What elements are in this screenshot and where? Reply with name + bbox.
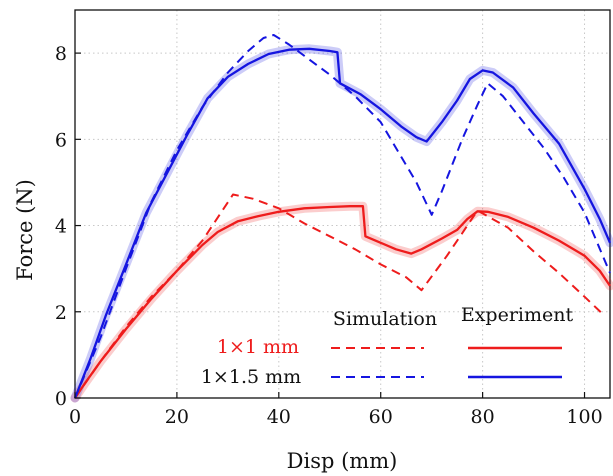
y-tick-label: 8 [55, 43, 67, 65]
legend-header-experiment: Experiment [461, 304, 574, 326]
y-tick-label: 0 [55, 388, 67, 410]
x-tick-label: 20 [165, 406, 189, 428]
series-band-1x1-mm-experiment [70, 201, 613, 403]
y-tick-label: 4 [55, 216, 67, 238]
y-axis-title: Force (N) [13, 179, 37, 281]
y-tick-labels: 0 2 4 6 8 [55, 43, 67, 410]
y-tick-label: 2 [55, 302, 67, 324]
x-tick-label: 40 [267, 406, 291, 428]
x-tick-label: 80 [471, 406, 495, 428]
y-tick-label: 6 [55, 129, 67, 151]
x-axis-title: Disp (mm) [287, 449, 398, 473]
experiment-bands [70, 44, 613, 403]
legend: Simulation Experiment 1×1 mm 1×1.5 mm [201, 304, 574, 388]
x-tick-label: 60 [369, 406, 393, 428]
plot-frame [74, 9, 611, 399]
x-tick-label: 100 [566, 406, 602, 428]
grid-lines [75, 10, 610, 398]
series-line-1x1-mm-experiment [74, 205, 611, 399]
series-line-1x1-mm-simulation [74, 193, 606, 399]
legend-header-simulation: Simulation [333, 308, 437, 330]
axis-ticks [74, 52, 586, 399]
legend-label-1x1-5: 1×1.5 mm [201, 366, 301, 388]
series-line-1x1-5-mm-simulation [74, 34, 611, 399]
series-line-1x1-5-mm-experiment [73, 47, 612, 399]
series-lines [73, 34, 612, 399]
legend-label-1x1: 1×1 mm [217, 336, 299, 358]
x-tick-label: 0 [69, 406, 81, 428]
x-tick-labels: 0 20 40 60 80 100 [69, 406, 603, 428]
